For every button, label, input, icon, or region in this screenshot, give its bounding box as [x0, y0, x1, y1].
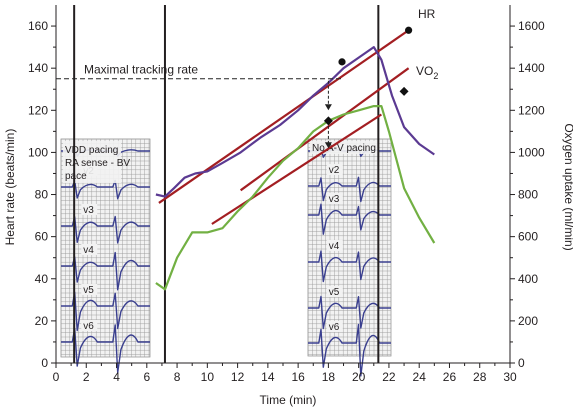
- ecg-lead-label: v6: [83, 321, 94, 332]
- ecg-lead-label: v5: [83, 285, 94, 296]
- fit-line: [239, 67, 410, 192]
- x-tick-label: 14: [261, 370, 275, 384]
- marker-diamond: [323, 116, 333, 126]
- ecg-lead-label-bg: [326, 193, 343, 204]
- y-tick-label-left: 40: [35, 272, 49, 286]
- y-tick-label-left: 80: [35, 188, 49, 202]
- y-tick-label-right: 400: [518, 272, 538, 286]
- series-layer: [155, 26, 436, 291]
- y-tick-label-right: 0: [518, 356, 525, 370]
- ecg-lead-label: v3: [83, 205, 94, 216]
- series-line-vo2: [155, 104, 436, 291]
- ecg-trace: [308, 176, 391, 203]
- ecg-trace: [308, 295, 391, 330]
- ecg-lead-label-bg: [81, 244, 98, 255]
- y-tick-label-right: 600: [518, 230, 538, 244]
- vo2-label-subscript: 2: [433, 71, 438, 81]
- phase-lines: [73, 5, 380, 363]
- y-tick-label-left: 160: [28, 19, 48, 33]
- max-tracking-label: Maximal tracking rate: [84, 63, 198, 77]
- ecg-lead-label: v4: [83, 245, 94, 256]
- x-tick-label: 4: [113, 370, 120, 384]
- vo2-label: VO2: [416, 64, 438, 81]
- ecg-trace: [61, 251, 150, 291]
- marker-circle: [405, 26, 413, 34]
- y-tick-label-left: 60: [35, 230, 49, 244]
- ecg-lead-label-bg: [81, 204, 98, 215]
- y-axis-title-left: Heart rate (beats/min): [3, 129, 17, 246]
- y-tick-label-right: 800: [518, 188, 538, 202]
- arrow-head-1: [324, 104, 332, 111]
- ecg-title-line: No A-V pacing: [312, 143, 376, 154]
- ecg-lead-label: v2: [329, 165, 340, 176]
- ecg-lead-label-bg: [81, 320, 98, 331]
- x-tick-label: 22: [382, 370, 396, 384]
- ecg-lead-label-bg: [326, 240, 343, 251]
- ecg-panel-right: v2 v3 v4 v5 v6 No A-V pacing: [307, 138, 392, 377]
- x-tick-label: 16: [291, 370, 305, 384]
- ecg-trace: [61, 179, 150, 200]
- arrow-head-2: [324, 142, 332, 149]
- x-tick-label: 8: [174, 370, 181, 384]
- ecg-lead-label: v3: [329, 194, 340, 205]
- y-axis-title-right: Oxygen uptake (ml/min): [562, 123, 573, 250]
- x-tick-label: 0: [53, 370, 60, 384]
- ecg-title-line: RA sense - BV: [65, 158, 130, 169]
- x-tick-label: 6: [143, 370, 150, 384]
- y-tick-label-left: 120: [28, 103, 48, 117]
- x-tick-label: 12: [231, 370, 245, 384]
- x-tick-label: 10: [201, 370, 215, 384]
- ecg-trace: [308, 250, 391, 283]
- x-tick-label: 28: [473, 370, 487, 384]
- chart-axes: 0 2 4 6 8 10 12 14 16 18 20 22 24 26 28 300204060801001…: [28, 5, 545, 384]
- ecg-paper: [307, 138, 392, 357]
- ecg-title-line: pace: [65, 171, 87, 182]
- ecg-title-bg: [63, 141, 121, 183]
- y-tick-label-left: 140: [28, 61, 48, 75]
- x-tick-label: 18: [322, 370, 336, 384]
- y-tick-label-right: 1400: [518, 61, 545, 75]
- ecg-lead-label: v6: [329, 322, 340, 333]
- y-tick-label-left: 20: [35, 314, 49, 328]
- x-tick-label: 2: [83, 370, 90, 384]
- x-axis-title: Time (min): [260, 393, 317, 407]
- hr-label: HR: [418, 7, 436, 21]
- marker-circle: [338, 58, 346, 66]
- ecg-trace: [308, 323, 391, 377]
- x-tick-label: 24: [413, 370, 427, 384]
- ecg-lead-label-bg: [326, 286, 343, 297]
- ecg-trace: [308, 203, 391, 235]
- ecg-title-line: VDD pacing: [65, 145, 118, 156]
- ecg-trace: [61, 215, 150, 244]
- y-tick-label-left: 100: [28, 145, 48, 159]
- y-tick-label-right: 1000: [518, 145, 545, 159]
- ecg-trace: [61, 291, 150, 332]
- ecg-lead-label-bg: [326, 164, 343, 175]
- fit-line: [158, 29, 410, 204]
- ecg-lead-label-bg: [326, 321, 343, 332]
- series-line-hr: [155, 45, 435, 198]
- marker-diamond: [399, 86, 409, 96]
- fit-line: [211, 113, 382, 225]
- y-tick-label-left: 0: [41, 356, 48, 370]
- ecg-lead-label: v4: [329, 241, 340, 252]
- ecg-lead-label-bg: [81, 284, 98, 295]
- x-tick-label: 20: [352, 370, 366, 384]
- x-tick-label: 26: [443, 370, 457, 384]
- ecg-lead-label: v5: [329, 287, 340, 298]
- x-tick-label: 30: [503, 370, 517, 384]
- y-tick-label-right: 1600: [518, 19, 545, 33]
- y-tick-label-right: 200: [518, 314, 538, 328]
- y-tick-label-right: 1200: [518, 103, 545, 117]
- annotation-layer: Maximal tracking rate HR VO2: [56, 7, 438, 149]
- ecg-trace: [61, 324, 150, 374]
